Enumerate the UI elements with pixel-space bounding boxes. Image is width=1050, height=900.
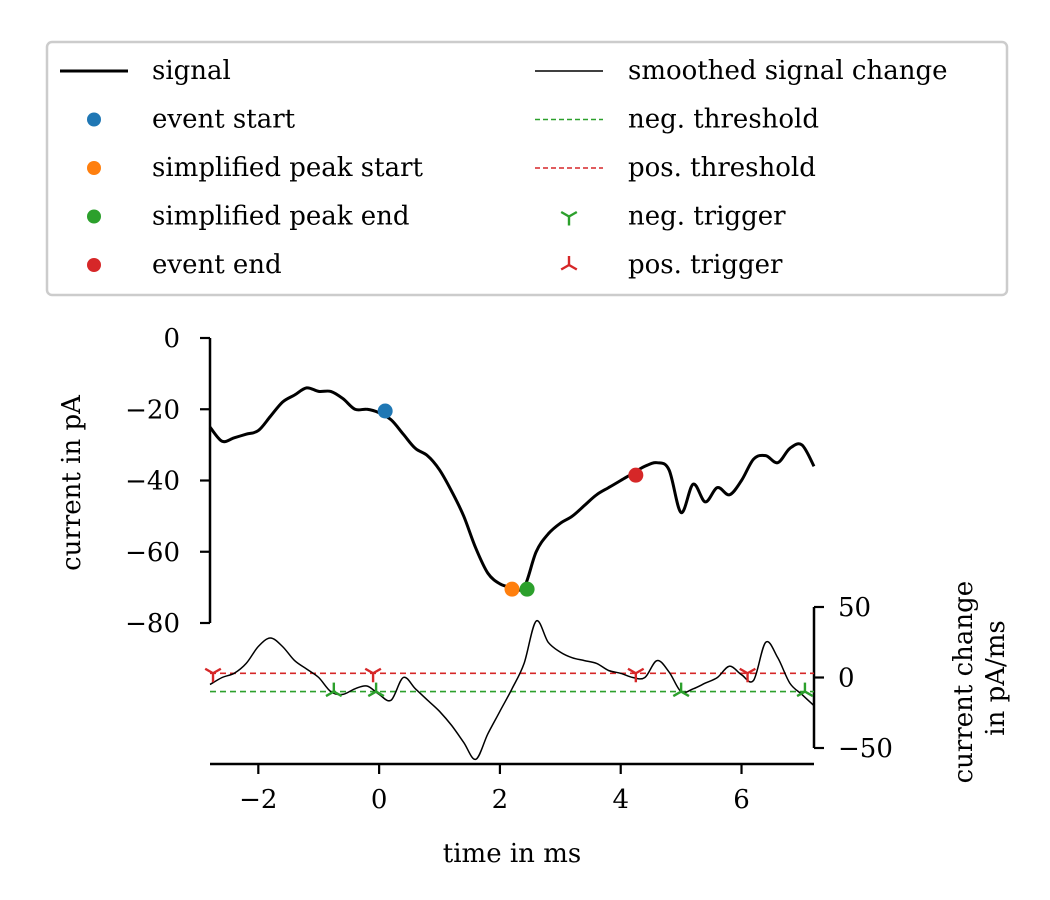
signal-y-ticks: 0 −20 −40 −60 −80: [125, 324, 210, 639]
legend-swatch: [560, 256, 578, 271]
legend-entry-event-end: event end: [87, 250, 282, 280]
legend-label: event end: [152, 250, 282, 280]
x-tick-label: 0: [371, 785, 388, 815]
legend-entry-pos-threshold: pos. threshold: [535, 153, 816, 183]
pos-trigger-marker-arm: [372, 667, 382, 675]
time-axis: −2 0 2 4 6 time in ms: [210, 762, 814, 869]
pos-trigger-marker: [739, 667, 756, 683]
legend-entry-signal: signal: [60, 56, 231, 86]
change-y-tick-label: 50: [838, 593, 871, 623]
simplified-peak-start-marker: [504, 581, 520, 597]
neg-trigger-marker-arm: [804, 690, 814, 698]
simplified-peak-end-marker: [519, 581, 535, 597]
legend-swatch: [560, 210, 578, 226]
time-x-ticks: −2 0 2 4 6: [239, 764, 750, 815]
smoothed-signal-change-line: [209, 620, 815, 761]
signal-y-tick-label: −20: [125, 395, 180, 425]
legend: signal event start simplified peak start si…: [45, 40, 1009, 297]
neg-trigger-marker-arm: [672, 690, 682, 698]
change-y-axis-label-line-1: current change: [949, 581, 979, 784]
legend-swatch: [87, 161, 101, 175]
legend-entry-simplified-peak-end: simplified peak end: [87, 202, 410, 232]
legend-swatch: [87, 209, 101, 224]
neg-trigger-marker: [796, 682, 814, 698]
legend-entry-pos-trigger: pos. trigger: [560, 250, 783, 280]
signal-y-tick-label: 0: [163, 324, 180, 354]
legend-entry-neg-trigger: neg. trigger: [560, 202, 786, 232]
legend-entry-neg-threshold: neg. threshold: [535, 105, 819, 135]
legend-swatch-arm: [560, 263, 570, 271]
change-plot-area: [204, 620, 815, 761]
legend-swatch: [87, 112, 101, 127]
neg-trigger-marker: [325, 682, 343, 698]
signal-y-tick-label: −40: [125, 467, 180, 497]
neg-trigger-marker-arm: [325, 690, 335, 698]
legend-label: simplified peak end: [152, 202, 410, 232]
change-y-ticks: 50 0 −50: [814, 593, 893, 764]
x-tick-label: −2: [239, 785, 277, 815]
neg-trigger-marker-arm: [796, 690, 806, 698]
legend-label: neg. trigger: [628, 202, 786, 232]
neg-trigger-marker: [367, 682, 385, 698]
neg-trigger-marker: [672, 682, 690, 698]
signal-plot-area: [208, 386, 816, 597]
change-y-tick-label: 0: [838, 664, 855, 694]
x-tick-label: 4: [612, 785, 629, 815]
neg-trigger-marker-arm: [680, 690, 690, 698]
legend-entry-simplified-peak-start: simplified peak start: [87, 153, 423, 183]
legend-right-column: smoothed signal change neg. threshold pos.…: [535, 56, 948, 280]
legend-entry-smoothed-signal-change: smoothed signal change: [535, 56, 948, 86]
x-tick-label: 2: [492, 785, 509, 815]
legend-swatch: [87, 258, 101, 272]
neg-trigger-marker-arm: [333, 690, 343, 698]
signal-y-axis-label: current in pA: [57, 394, 87, 571]
event-end-marker: [628, 467, 644, 483]
legend-frame: [45, 40, 1009, 297]
legend-label: pos. threshold: [628, 153, 816, 183]
event-start-marker: [377, 403, 393, 419]
legend-left-column: signal event start simplified peak start si…: [60, 56, 423, 280]
time-x-axis-label: time in ms: [443, 839, 581, 869]
change-panel: 50 0 −50 current change in pA/ms: [204, 573, 1011, 784]
pos-trigger-marker-arm: [627, 667, 637, 675]
legend-label: signal: [152, 56, 231, 86]
neg-trigger-marker-arm: [375, 690, 385, 698]
legend-label: simplified peak start: [152, 153, 423, 183]
pos-trigger-marker-arm: [746, 667, 756, 675]
pos-trigger-marker-arm: [364, 667, 374, 675]
signal-y-tick-label: −80: [125, 609, 180, 639]
legend-swatch-arm: [560, 210, 570, 218]
legend-swatch-arm: [568, 263, 578, 271]
change-y-axis-label: current change in pA/ms: [949, 573, 1011, 784]
pos-trigger-marker: [204, 667, 222, 683]
pos-trigger-marker: [364, 667, 382, 683]
change-y-tick-label: −50: [838, 734, 893, 764]
legend-label: event start: [152, 105, 296, 135]
pos-trigger-marker-arm: [635, 667, 645, 675]
x-tick-label: 6: [733, 785, 750, 815]
pos-trigger-marker-arm: [204, 667, 214, 675]
signal-panel: 0 −20 −40 −60 −80 current in pA: [57, 324, 816, 639]
signal-line: [208, 386, 816, 592]
signal-y-tick-label: −60: [125, 538, 180, 568]
neg-trigger-marker-arm: [367, 690, 377, 698]
pos-trigger-marker: [627, 667, 645, 683]
change-y-axis-label-line-2: in pA/ms: [981, 620, 1011, 736]
pos-trigger-marker-arm: [739, 667, 749, 675]
legend-label: smoothed signal change: [628, 56, 948, 86]
legend-swatch-arm: [568, 210, 578, 218]
legend-label: pos. trigger: [628, 250, 783, 280]
legend-label: neg. threshold: [628, 105, 819, 135]
pos-trigger-marker-arm: [212, 667, 222, 675]
legend-entry-event-start: event start: [87, 105, 296, 135]
